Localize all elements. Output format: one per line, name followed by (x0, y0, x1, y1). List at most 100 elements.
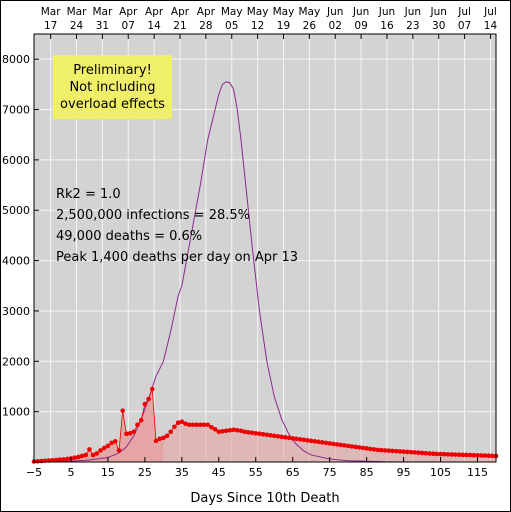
y-tick-label: 2000 (2, 355, 30, 368)
observed-point (146, 396, 151, 402)
observed-point (238, 428, 244, 434)
observed-point (127, 430, 133, 436)
top-day-label: 09 (354, 20, 367, 32)
observed-point (356, 445, 362, 450)
top-day-label: 14 (484, 20, 498, 32)
y-tick-label: 5000 (2, 204, 30, 217)
top-day-label: 12 (251, 20, 264, 32)
observed-point (209, 424, 214, 430)
x-tick-label: 55 (249, 466, 263, 479)
observed-point (327, 441, 332, 446)
observed-point (275, 434, 281, 439)
observed-point (157, 436, 162, 442)
observed-fill (34, 388, 164, 462)
observed-point (105, 443, 111, 449)
top-month-label: Apr (119, 6, 138, 18)
x-tick-label: 25 (138, 466, 152, 479)
observed-point (482, 453, 488, 458)
x-tick-label: 35 (175, 466, 189, 479)
observed-point (390, 448, 395, 454)
annotation-line: Peak 1,400 deaths per day on Apr 13 (56, 250, 298, 265)
observed-point (61, 457, 66, 462)
model-curve (33, 81, 497, 463)
top-day-label: 16 (380, 20, 394, 32)
y-tick-label: 8000 (2, 53, 30, 66)
observed-point (441, 451, 447, 457)
model-line-layer (33, 81, 497, 463)
observed-point (375, 447, 381, 453)
observed-point (183, 421, 188, 427)
observed-point (242, 429, 247, 435)
observed-point (334, 442, 340, 447)
observed-point (423, 450, 429, 456)
observed-point (279, 434, 284, 440)
y-tick-label: 1000 (2, 406, 30, 419)
top-month-label: Jun (352, 6, 369, 18)
top-day-label: 05 (225, 20, 238, 32)
top-day-label: 14 (147, 20, 161, 32)
y-tick-label: 7000 (2, 104, 30, 117)
observed-point (131, 429, 137, 435)
observed-point (353, 444, 358, 450)
x-tick-label: 95 (397, 466, 411, 479)
top-day-label: 23 (406, 20, 419, 32)
observed-point (227, 427, 233, 433)
observed-point (368, 446, 373, 452)
observed-point (331, 441, 336, 447)
top-day-label: 02 (329, 20, 342, 32)
top-day-label: 07 (458, 20, 471, 32)
top-month-label: Apr (197, 6, 216, 18)
top-month-label: May (247, 6, 269, 18)
top-day-label: 07 (122, 20, 135, 32)
top-month-label: May (221, 6, 243, 18)
observed-point (149, 386, 155, 392)
observed-point (393, 448, 399, 454)
observed-point (246, 429, 251, 435)
top-day-label: 17 (44, 20, 57, 32)
top-month-label: May (273, 6, 295, 18)
y-tick-label: 4000 (2, 255, 30, 268)
top-month-label: Mar (41, 6, 61, 18)
observed-point (64, 456, 70, 462)
observed-point (212, 426, 218, 432)
top-month-label: May (298, 6, 320, 18)
y-tick-label: 6000 (2, 154, 30, 167)
observed-point (349, 444, 355, 449)
top-day-label: 31 (96, 20, 109, 32)
observed-point (412, 450, 417, 455)
fill-layer (34, 388, 497, 462)
x-tick-label: 15 (101, 466, 115, 479)
observed-point (360, 445, 366, 451)
observed-point (416, 450, 421, 455)
observed-point (72, 455, 77, 461)
observed-point (475, 453, 480, 458)
observed-point (90, 452, 96, 458)
observed-point (297, 437, 303, 442)
top-month-label: Apr (171, 6, 190, 18)
observed-point (345, 443, 351, 449)
observed-point (124, 431, 129, 437)
top-day-label: 30 (432, 20, 445, 32)
observed-points-layer (31, 386, 499, 464)
observed-point (460, 452, 466, 458)
observed-point (201, 422, 207, 428)
note-line: Preliminary! (73, 63, 152, 78)
observed-point (404, 449, 410, 455)
note-line: overload effects (60, 97, 165, 112)
observed-point (453, 452, 458, 457)
x-tick-label: 105 (430, 466, 451, 479)
observed-point (308, 438, 314, 444)
observed-point (198, 422, 203, 428)
note-line: Not including (69, 80, 155, 95)
observed-point (408, 449, 414, 455)
x-tick-label: 5 (67, 466, 74, 479)
top-month-label: Jun (378, 6, 395, 18)
top-day-label: 28 (199, 20, 212, 32)
top-day-label: 24 (70, 20, 84, 32)
x-axis-label: Days Since 10th Death (190, 491, 339, 506)
observed-point (257, 431, 262, 437)
tick-layer: 1000 2000 3000 4000 5000 6000 7000 8000 −5 5 15 25 3… (2, 34, 491, 479)
annotation-line: 2,500,000 infections = 28.5% (56, 208, 250, 223)
observed-point (301, 437, 307, 443)
